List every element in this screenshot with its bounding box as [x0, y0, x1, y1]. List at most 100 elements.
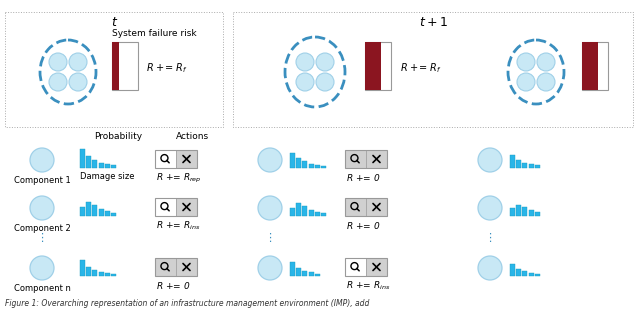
Bar — [99, 162, 104, 168]
Bar — [345, 198, 387, 216]
Circle shape — [478, 148, 502, 172]
Circle shape — [296, 73, 314, 91]
Circle shape — [69, 73, 87, 91]
Bar — [99, 272, 104, 276]
Circle shape — [258, 256, 282, 280]
Bar — [366, 258, 387, 276]
Bar — [92, 205, 97, 216]
Text: Actions: Actions — [175, 132, 209, 141]
Text: $R$ += 0: $R$ += 0 — [346, 172, 380, 183]
Bar — [290, 262, 295, 276]
Bar — [522, 271, 527, 276]
Text: Component 2: Component 2 — [13, 224, 70, 233]
Circle shape — [316, 73, 334, 91]
Bar — [92, 160, 97, 168]
Bar — [111, 274, 116, 276]
Bar — [315, 273, 320, 276]
Bar — [111, 213, 116, 216]
Bar — [516, 160, 521, 168]
Circle shape — [49, 53, 67, 71]
Bar — [155, 150, 197, 168]
Bar — [522, 162, 527, 168]
Circle shape — [537, 53, 555, 71]
Bar — [529, 210, 534, 216]
Text: Component 1: Component 1 — [13, 176, 70, 185]
Text: $R$ += $R_{rep}$: $R$ += $R_{rep}$ — [156, 172, 202, 185]
Bar — [308, 273, 314, 276]
Bar — [111, 165, 116, 168]
Bar — [345, 258, 387, 276]
Circle shape — [316, 53, 334, 71]
Bar — [315, 165, 320, 168]
Text: ⋮: ⋮ — [36, 233, 47, 243]
Text: $t$: $t$ — [111, 16, 118, 29]
Text: $R$ += $R_f$: $R$ += $R_f$ — [400, 61, 442, 75]
Bar — [80, 149, 85, 168]
Bar — [582, 42, 608, 90]
Bar — [296, 203, 301, 216]
Bar — [302, 271, 307, 276]
Bar — [315, 212, 320, 216]
Bar — [510, 155, 515, 168]
Bar — [105, 164, 110, 168]
Text: Component n: Component n — [13, 284, 70, 293]
Circle shape — [517, 73, 535, 91]
Circle shape — [517, 53, 535, 71]
Bar — [582, 42, 598, 90]
Bar — [535, 212, 540, 216]
Bar — [529, 164, 534, 168]
Bar — [321, 213, 326, 216]
Bar — [155, 198, 176, 216]
Text: Probability: Probability — [94, 132, 142, 141]
Bar — [80, 260, 85, 276]
Text: $R$ += 0: $R$ += 0 — [346, 220, 380, 231]
Bar — [155, 258, 197, 276]
Circle shape — [30, 148, 54, 172]
Bar — [105, 211, 110, 216]
Bar — [86, 156, 92, 168]
Circle shape — [537, 73, 555, 91]
Bar — [365, 42, 391, 90]
Bar — [155, 198, 197, 216]
Bar — [296, 268, 301, 276]
Circle shape — [49, 73, 67, 91]
Circle shape — [296, 53, 314, 71]
Bar — [105, 273, 110, 276]
Circle shape — [30, 256, 54, 280]
Bar — [321, 166, 326, 168]
Bar — [308, 210, 314, 216]
Bar — [516, 204, 521, 216]
Bar — [345, 258, 366, 276]
Bar — [80, 207, 85, 216]
Bar — [296, 158, 301, 168]
Bar — [535, 274, 540, 276]
Bar — [529, 273, 534, 276]
Circle shape — [69, 53, 87, 71]
Circle shape — [258, 196, 282, 220]
Text: Figure 1: Overarching representation of an infrastructure management environment: Figure 1: Overarching representation of … — [5, 299, 369, 308]
Bar — [112, 42, 138, 90]
Bar — [176, 198, 197, 216]
Bar — [176, 150, 197, 168]
Bar — [92, 270, 97, 276]
Text: $R$ += $R_{ins}$: $R$ += $R_{ins}$ — [156, 220, 200, 232]
Bar — [86, 267, 92, 276]
Text: System failure risk: System failure risk — [112, 29, 196, 38]
Bar — [155, 150, 176, 168]
Bar — [345, 150, 387, 168]
Bar — [365, 42, 381, 90]
Circle shape — [30, 196, 54, 220]
Circle shape — [258, 148, 282, 172]
Bar — [308, 163, 314, 168]
Text: $R$ += 0: $R$ += 0 — [156, 280, 190, 291]
Text: ⋮: ⋮ — [484, 233, 495, 243]
Text: Damage size: Damage size — [80, 172, 134, 181]
Bar — [510, 264, 515, 276]
Bar — [99, 209, 104, 216]
Text: $R$ += $R_f$: $R$ += $R_f$ — [146, 61, 188, 75]
Text: $R$ += $R_{ins}$: $R$ += $R_{ins}$ — [346, 280, 390, 293]
Text: $t+1$: $t+1$ — [419, 16, 447, 29]
Bar — [302, 206, 307, 216]
Bar — [290, 153, 295, 168]
Bar — [302, 162, 307, 168]
